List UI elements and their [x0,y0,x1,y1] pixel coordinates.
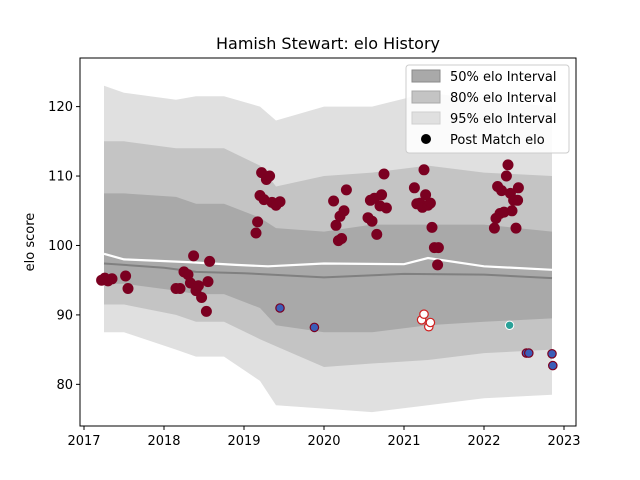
post-match-elo-point [330,219,342,231]
x-tick-label: 2019 [227,434,260,449]
x-tick-label: 2023 [547,434,580,449]
post-match-elo-point [122,283,134,294]
post-match-elo-point [174,283,186,294]
legend-swatch [411,90,441,104]
post-match-elo-point [432,259,444,271]
post-match-elo-point [336,233,348,244]
post-match-elo-point [506,205,518,217]
post-match-elo-point [547,348,557,359]
post-match-elo-point [328,195,340,207]
post-match-elo-point [340,184,352,196]
post-match-elo-point [419,309,429,319]
median-elo-line [103,262,553,280]
x-tick-label: 2021 [387,434,420,449]
y-tick-label: 80 [56,378,73,393]
x-tick-label: 2017 [67,434,100,449]
post-match-elo-point [426,221,438,233]
y-axis: 80 90 100 110 120 [48,100,80,393]
post-match-elo-point [250,227,262,239]
plot-frame [79,57,577,427]
post-match-elo-point [274,196,286,208]
post-match-elo-point [252,216,264,228]
legend-label: 80% elo Interval [450,91,557,106]
legend-label: Post Match elo [450,133,545,148]
post-match-elo-point [376,189,388,201]
y-axis-title: elo score [23,213,38,272]
post-match-elo-point [408,182,420,194]
post-match-elo-point [338,205,350,217]
post-match-elo-point [512,182,524,194]
legend-swatch [411,111,441,125]
post-match-elo-point [196,292,208,303]
post-match-elo-point [378,168,390,180]
post-match-elo-point [420,189,432,201]
legend-box [405,64,570,154]
legend-label: 50% elo Interval [450,70,557,85]
trend-lines [103,252,553,280]
x-tick-label: 2018 [147,434,180,449]
post-match-elo-point [264,170,276,182]
post-match-elo-point [510,222,522,234]
post-match-elo-point [188,250,200,262]
post-match-elo-point [275,303,285,313]
post-match-elo-point [523,348,534,358]
y-tick-label: 110 [48,170,73,185]
post-match-elo-point [366,215,378,227]
post-match-elo-point [192,280,204,292]
post-match-elo-point [512,194,524,206]
post-match-elo-point [500,170,512,182]
y-tick-label: 120 [48,100,73,115]
post-match-elo-point [432,242,444,254]
post-match-elo-point [424,197,436,209]
post-match-elo-point [504,320,515,330]
post-match-elo-point [418,164,430,176]
match-points [96,159,558,371]
post-match-elo-point [106,273,118,285]
legend: 50% elo Interval 80% elo Interval 95% elo … [405,64,570,154]
x-tick-label: 2022 [467,434,500,449]
post-match-elo-point [425,317,436,328]
post-match-elo-point [488,222,500,234]
legend-swatch [411,69,441,83]
post-match-elo-point [204,255,216,267]
x-tick-label: 2020 [307,434,340,449]
y-tick-label: 90 [56,308,73,323]
y-tick-label: 100 [48,239,73,254]
post-match-elo-point [309,322,320,333]
legend-marker [421,134,431,144]
post-match-elo-point [502,159,514,171]
legend-label: 95% elo Interval [450,112,557,127]
x-axis: 2017 2018 2019 2020 2021 2022 2023 [67,426,581,449]
post-match-elo-point [371,228,383,240]
post-match-elo-point [200,305,212,317]
post-match-elo-point [120,270,132,282]
post-match-elo-point [547,360,558,371]
chart-title: Hamish Stewart: elo History [216,34,440,53]
post-match-elo-point [380,202,392,214]
mean-elo-line [103,252,553,271]
post-match-elo-point [202,276,214,288]
